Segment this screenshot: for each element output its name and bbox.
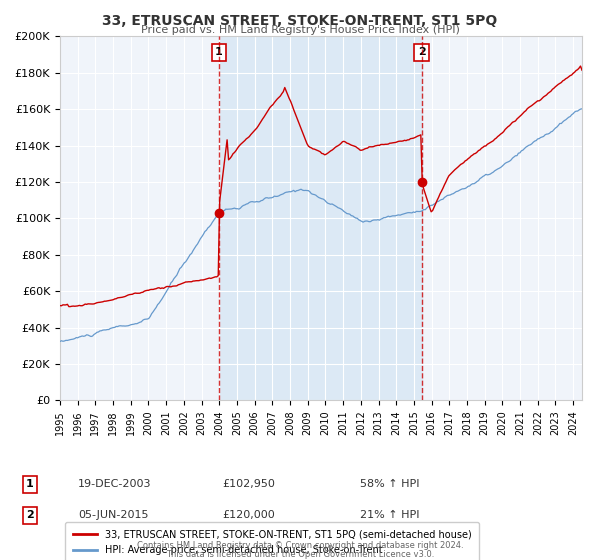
Bar bbox=[219, 36, 422, 400]
Text: £120,000: £120,000 bbox=[222, 510, 275, 520]
Text: 2: 2 bbox=[26, 510, 34, 520]
Legend: 33, ETRUSCAN STREET, STOKE-ON-TRENT, ST1 5PQ (semi-detached house), HPI: Average: 33, ETRUSCAN STREET, STOKE-ON-TRENT, ST1… bbox=[65, 522, 479, 560]
Text: Price paid vs. HM Land Registry's House Price Index (HPI): Price paid vs. HM Land Registry's House … bbox=[140, 25, 460, 35]
Text: 1: 1 bbox=[26, 479, 34, 489]
Text: 33, ETRUSCAN STREET, STOKE-ON-TRENT, ST1 5PQ: 33, ETRUSCAN STREET, STOKE-ON-TRENT, ST1… bbox=[103, 14, 497, 28]
Text: 19-DEC-2003: 19-DEC-2003 bbox=[78, 479, 151, 489]
Text: 1: 1 bbox=[215, 47, 223, 57]
Text: This data is licensed under the Open Government Licence v3.0.: This data is licensed under the Open Gov… bbox=[166, 550, 434, 559]
Text: Contains HM Land Registry data © Crown copyright and database right 2024.: Contains HM Land Registry data © Crown c… bbox=[137, 542, 463, 550]
Text: 05-JUN-2015: 05-JUN-2015 bbox=[78, 510, 149, 520]
Text: 2: 2 bbox=[418, 47, 425, 57]
Text: 21% ↑ HPI: 21% ↑ HPI bbox=[360, 510, 419, 520]
Text: £102,950: £102,950 bbox=[222, 479, 275, 489]
Text: 58% ↑ HPI: 58% ↑ HPI bbox=[360, 479, 419, 489]
